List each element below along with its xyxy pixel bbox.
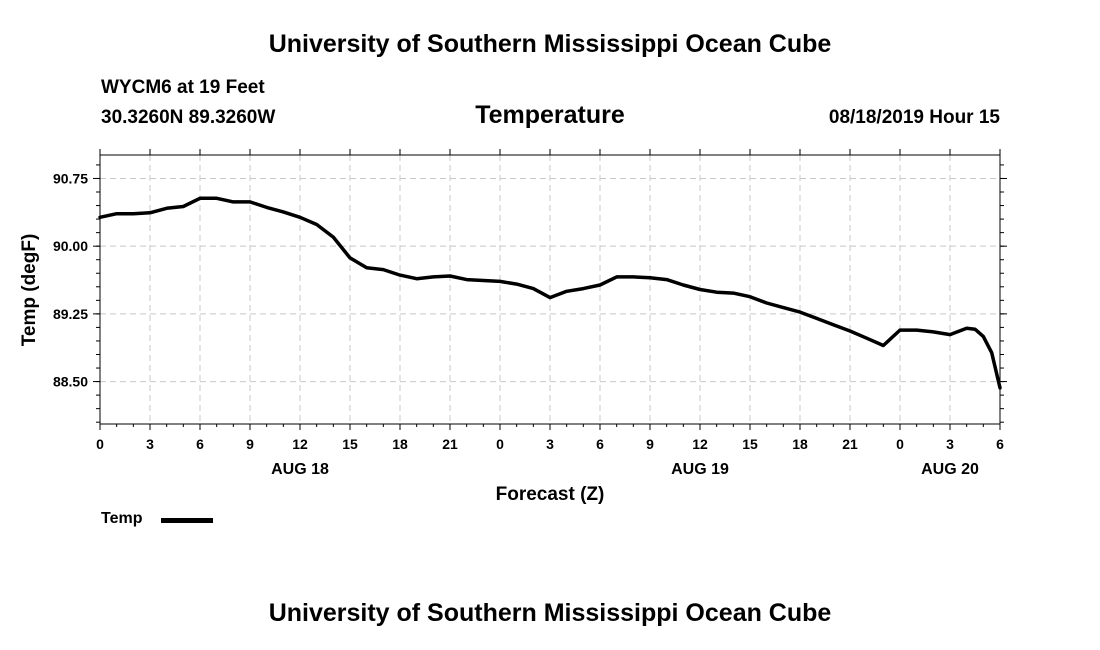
- x-tick-label: 6: [196, 436, 204, 452]
- date-label: AUG 19: [671, 461, 729, 478]
- x-axis-ticks: 0 3 6 9 12 15 18 21 0 3 6 9 12 15 18 21 0 3 6 AUG 18 AUG 19 A…: [96, 149, 1004, 478]
- x-tick-label: 3: [146, 436, 154, 452]
- x-tick-label: 21: [842, 436, 858, 452]
- x-tick-label: 15: [742, 436, 758, 452]
- chart-grid: [100, 155, 1000, 424]
- x-tick-label: 9: [646, 436, 654, 452]
- x-tick-label: 12: [692, 436, 708, 452]
- coordinates-label: 30.3260N 89.3260W: [101, 107, 276, 128]
- legend-label: Temp: [101, 510, 143, 527]
- x-tick-label: 0: [96, 436, 104, 452]
- y-tick-label: 89.25: [53, 306, 88, 322]
- y-tick-label: 90.00: [53, 238, 88, 254]
- station-label: WYCM6 at 19 Feet: [101, 77, 265, 98]
- x-tick-label: 0: [496, 436, 504, 452]
- y-axis-ticks: 88.50 89.25 90.00 90.75: [53, 164, 1007, 423]
- x-tick-label: 21: [442, 436, 458, 452]
- x-tick-label: 12: [292, 436, 308, 452]
- y-axis-label: Temp (degF): [19, 234, 40, 347]
- x-tick-label: 18: [792, 436, 808, 452]
- y-tick-label: 88.50: [53, 374, 88, 390]
- y-tick-label: 90.75: [53, 170, 88, 186]
- x-tick-label: 3: [546, 436, 554, 452]
- x-tick-label: 3: [946, 436, 954, 452]
- x-tick-label: 6: [996, 436, 1004, 452]
- variable-title: Temperature: [475, 101, 625, 129]
- footer-title: University of Southern Mississippi Ocean…: [268, 599, 832, 627]
- x-tick-label: 18: [392, 436, 408, 452]
- date-label: AUG 18: [271, 461, 329, 478]
- x-tick-label: 0: [896, 436, 904, 452]
- x-tick-label: 9: [246, 436, 254, 452]
- series-layer: [98, 196, 1002, 390]
- date-label: AUG 20: [921, 461, 979, 478]
- legend-swatch: [161, 518, 213, 523]
- x-axis-label: Forecast (Z): [496, 484, 605, 505]
- timestamp-label: 08/18/2019 Hour 15: [828, 107, 1000, 128]
- series-line-temp: [98, 196, 1002, 390]
- x-tick-label: 6: [596, 436, 604, 452]
- main-title: University of Southern Mississippi Ocean…: [268, 30, 832, 58]
- x-tick-label: 15: [342, 436, 358, 452]
